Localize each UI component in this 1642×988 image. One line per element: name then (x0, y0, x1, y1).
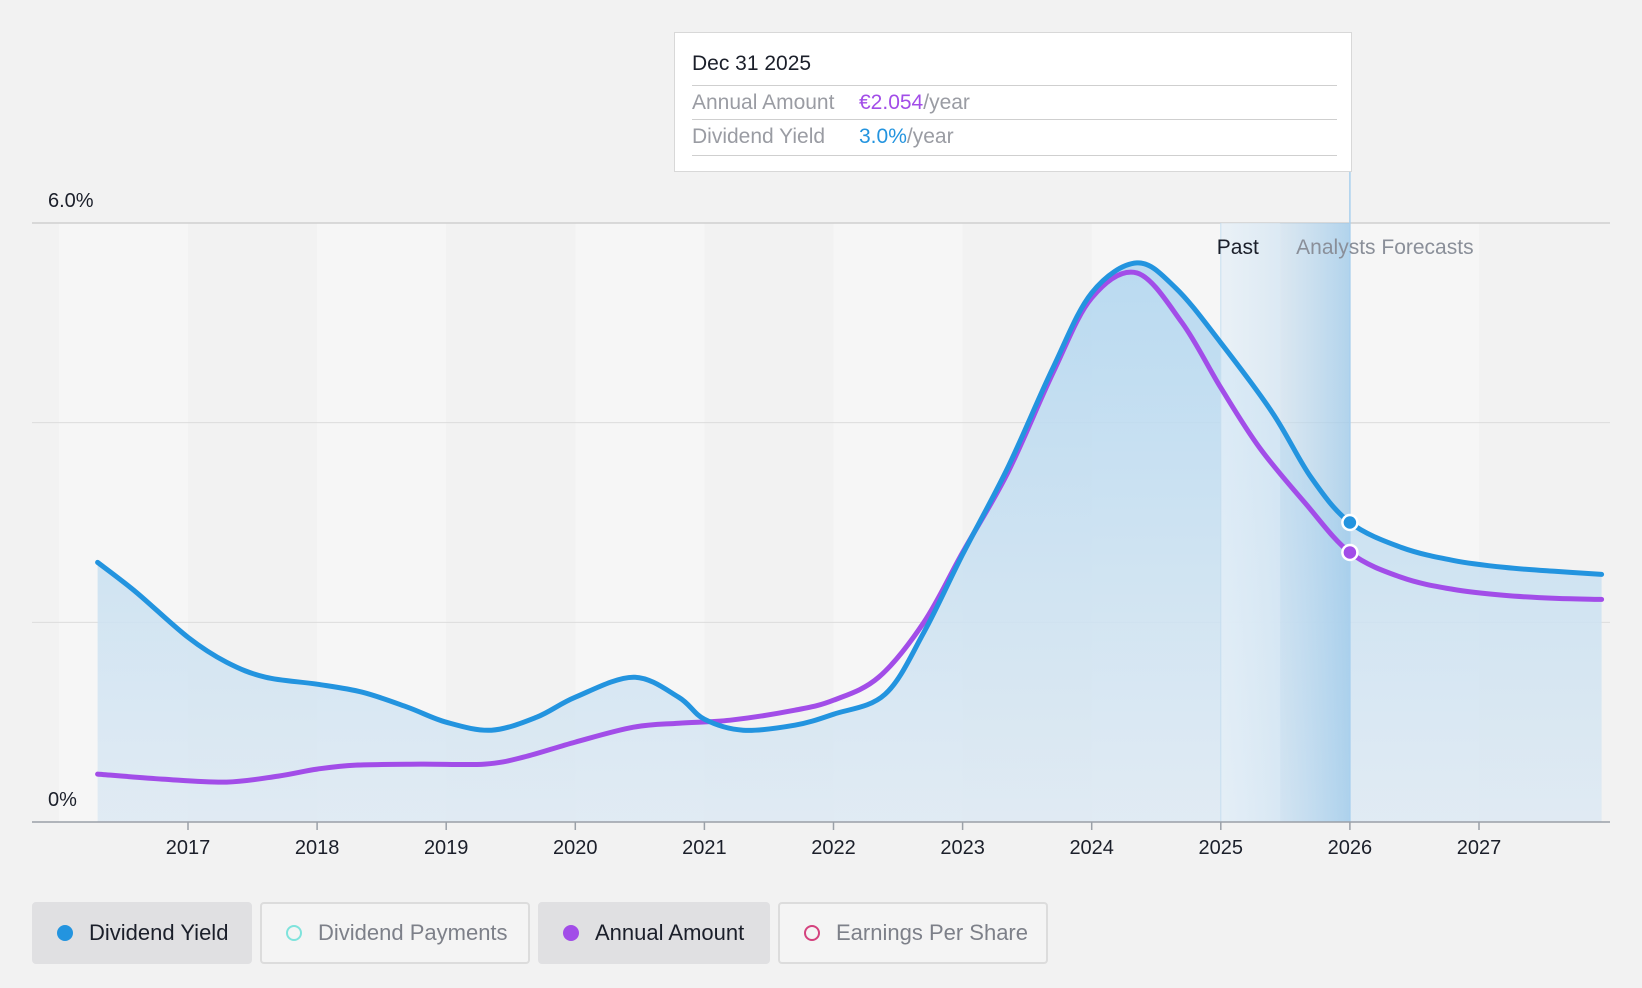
x-tick-label: 2025 (1199, 837, 1244, 859)
tooltip-annual-amount-value: €2.054/year (859, 91, 970, 115)
legend-earnings-per-share-label: Earnings Per Share (836, 920, 1028, 945)
dividend-payments-ring-icon (286, 925, 302, 941)
x-tick-label: 2023 (940, 837, 985, 859)
tooltip-divider (692, 119, 1337, 120)
dividend-yield-marker (1341, 513, 1359, 532)
tooltip-divider (692, 85, 1337, 86)
forecast-band (1280, 223, 1350, 822)
tooltip-annual-amount-number: €2.054 (859, 91, 924, 114)
x-tick-label: 2024 (1069, 837, 1114, 859)
past-label: Past (1217, 236, 1259, 259)
legend-earnings-per-share-button[interactable]: Earnings Per Share (778, 902, 1048, 964)
x-tick-label: 2027 (1457, 837, 1502, 859)
legend-annual-amount-button[interactable]: Annual Amount (538, 902, 770, 964)
x-tick-label: 2026 (1328, 837, 1373, 859)
tooltip-dividend-yield-label: Dividend Yield (692, 125, 826, 148)
past-band (1220, 223, 1281, 822)
forecast-label: Analysts Forecasts (1296, 236, 1473, 259)
tooltip-annual-amount-unit: /year (923, 91, 970, 114)
x-tick-label: 2017 (166, 837, 211, 859)
dividend-yield-dot-icon (57, 925, 73, 941)
x-tick-label: 2018 (295, 837, 340, 859)
annual-amount-dot-icon (563, 925, 579, 941)
legend-annual-amount-label: Annual Amount (595, 920, 745, 945)
hover-tooltip: Dec 31 2025 Annual Amount €2.054/year Di… (674, 32, 1352, 172)
annual-amount-marker (1341, 543, 1359, 562)
y-tick-label: 6.0% (48, 190, 94, 212)
annual-amount-line (95, 269, 1605, 785)
legend-dividend-yield-label: Dividend Yield (89, 920, 229, 945)
legend-dividend-payments-label: Dividend Payments (318, 920, 508, 945)
tooltip-dividend-yield-unit: /year (906, 125, 954, 148)
tooltip-date: Dec 31 2025 (692, 52, 812, 75)
tooltip-dividend-yield-value: 3.0%/year (859, 125, 954, 149)
dividend-yield-line (95, 260, 1605, 733)
x-tick-label: 2020 (553, 837, 598, 859)
legend-dividend-yield-button[interactable]: Dividend Yield (32, 902, 252, 964)
tooltip-divider (692, 155, 1337, 156)
y-tick-label: 0% (48, 789, 77, 811)
tooltip-annual-amount-label: Annual Amount (692, 91, 835, 114)
x-tick-label: 2019 (424, 837, 469, 859)
x-tick-label: 2021 (682, 837, 727, 859)
tooltip-dividend-yield-number: 3.0% (859, 125, 907, 148)
legend-dividend-payments-button[interactable]: Dividend Payments (260, 902, 530, 964)
earnings-per-share-ring-icon (804, 925, 820, 941)
x-tick-label: 2022 (811, 837, 856, 859)
